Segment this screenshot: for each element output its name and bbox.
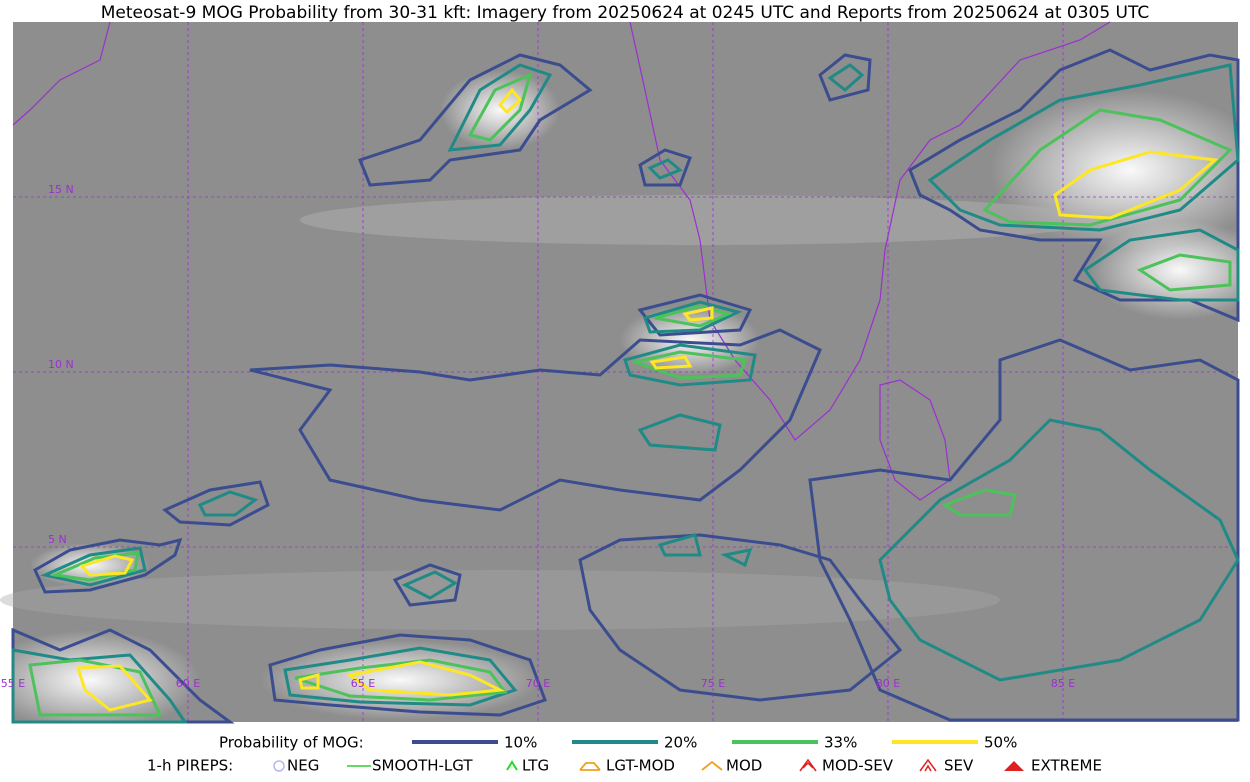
contour-10: [578, 533, 903, 702]
legend-label: SMOOTH-LGT: [372, 757, 473, 775]
contour-10: [908, 48, 1240, 323]
legend-label: 20%: [664, 734, 697, 752]
contour-10: [808, 338, 1240, 722]
contour-20: [878, 418, 1240, 682]
pirep-icon: [919, 758, 937, 772]
lon-label: 80 E: [876, 677, 900, 690]
lon-label: 70 E: [526, 677, 550, 690]
title: Meteosat-9 MOG Probability from 30-31 kf…: [101, 3, 1150, 23]
legend-label: SEV: [944, 757, 974, 775]
lat-label: 5 N: [48, 533, 67, 546]
pirep-icon: [701, 760, 723, 771]
contour-50: [1053, 150, 1219, 220]
contour-20: [827, 63, 865, 92]
lon-label: 85 E: [1051, 677, 1075, 690]
pirep-entry: [506, 760, 518, 771]
contour-20: [657, 533, 753, 568]
lat-label: 10 N: [48, 358, 74, 371]
contour-10: [33, 537, 183, 594]
contour-33: [654, 304, 733, 328]
coastline: [12, 21, 111, 126]
contour-33: [49, 551, 140, 582]
lon-label: 55 E: [1, 677, 25, 690]
contour-20: [401, 570, 459, 600]
map: 55 E 60 E 65 E 70 E 75 E 80 E 85 E 15 N 10 N 5 N: [0, 21, 1250, 730]
graticule: [13, 22, 1238, 722]
coastline: [629, 21, 1111, 441]
contour-10: [268, 633, 547, 717]
contour-10: [392, 563, 462, 607]
contour-20: [40, 546, 147, 587]
pirep-icon: [506, 760, 518, 771]
contour-20: [623, 343, 757, 387]
contour-33: [467, 72, 533, 142]
contour-10: [638, 148, 692, 187]
lon-label: 65 E: [351, 677, 375, 690]
contour-10: [818, 53, 872, 102]
contour-50: [497, 87, 523, 115]
legend: Probability of MOG: 1-h PIREPS: 10% 20% 33…: [147, 734, 1102, 775]
legend-title: Probability of MOG:: [219, 734, 364, 752]
contour-10: [249, 328, 822, 512]
contour-33: [28, 658, 163, 717]
pirep-entry: [273, 760, 285, 772]
contour-50: [682, 306, 714, 322]
contour-10: [358, 53, 593, 187]
pirep-entry: [799, 758, 817, 772]
legend-label: LGT-MOD: [606, 757, 675, 775]
contour-20: [637, 413, 722, 452]
contour-20: [927, 63, 1240, 232]
contour-20: [643, 300, 743, 334]
contour-33: [629, 350, 748, 380]
lon-label: 75 E: [701, 677, 725, 690]
lon-label: 60 E: [176, 677, 200, 690]
contour-33: [941, 488, 1017, 517]
contour-33: [982, 108, 1233, 227]
legend-label: 10%: [504, 734, 537, 752]
contour-50: [649, 355, 693, 370]
legend-title: 1-h PIREPS:: [147, 757, 233, 775]
pirep-icon: [579, 762, 601, 771]
pirep-icon: [799, 758, 817, 772]
contour-10: [162, 480, 270, 527]
legend-label: MOD: [726, 757, 762, 775]
contour-20: [647, 158, 683, 180]
legend-label: LTG: [522, 757, 549, 775]
contour-20: [447, 63, 553, 152]
cloud: [300, 195, 1100, 245]
legend-label: EXTREME: [1031, 757, 1102, 775]
pirep-icon: [1004, 761, 1024, 771]
legend-label: NEG: [287, 757, 319, 775]
pirep-entry: [1004, 761, 1024, 771]
pirep-entry: [579, 762, 601, 771]
pirep-entry: [919, 758, 937, 772]
lat-label: 15 N: [48, 183, 74, 196]
axis-labels: 55 E 60 E 65 E 70 E 75 E 80 E 85 E 15 N 10 N 5 N: [1, 183, 1075, 690]
cloud: [0, 570, 1000, 630]
legend-label: 33%: [824, 734, 857, 752]
contour-50: [298, 660, 506, 697]
pirep-icon: [273, 760, 285, 772]
legend-label: 50%: [984, 734, 1017, 752]
contours: [11, 48, 1240, 724]
contour-20: [197, 490, 259, 517]
contour-50: [75, 664, 153, 712]
pirep-entry: [701, 760, 723, 771]
contour-20: [1082, 228, 1240, 302]
contour-20: [283, 646, 518, 707]
contour-33: [1136, 253, 1232, 292]
cloud: [440, 70, 560, 150]
contour-33: [294, 658, 508, 702]
legend-label: MOD-SEV: [822, 757, 894, 775]
contour-50: [79, 554, 135, 577]
